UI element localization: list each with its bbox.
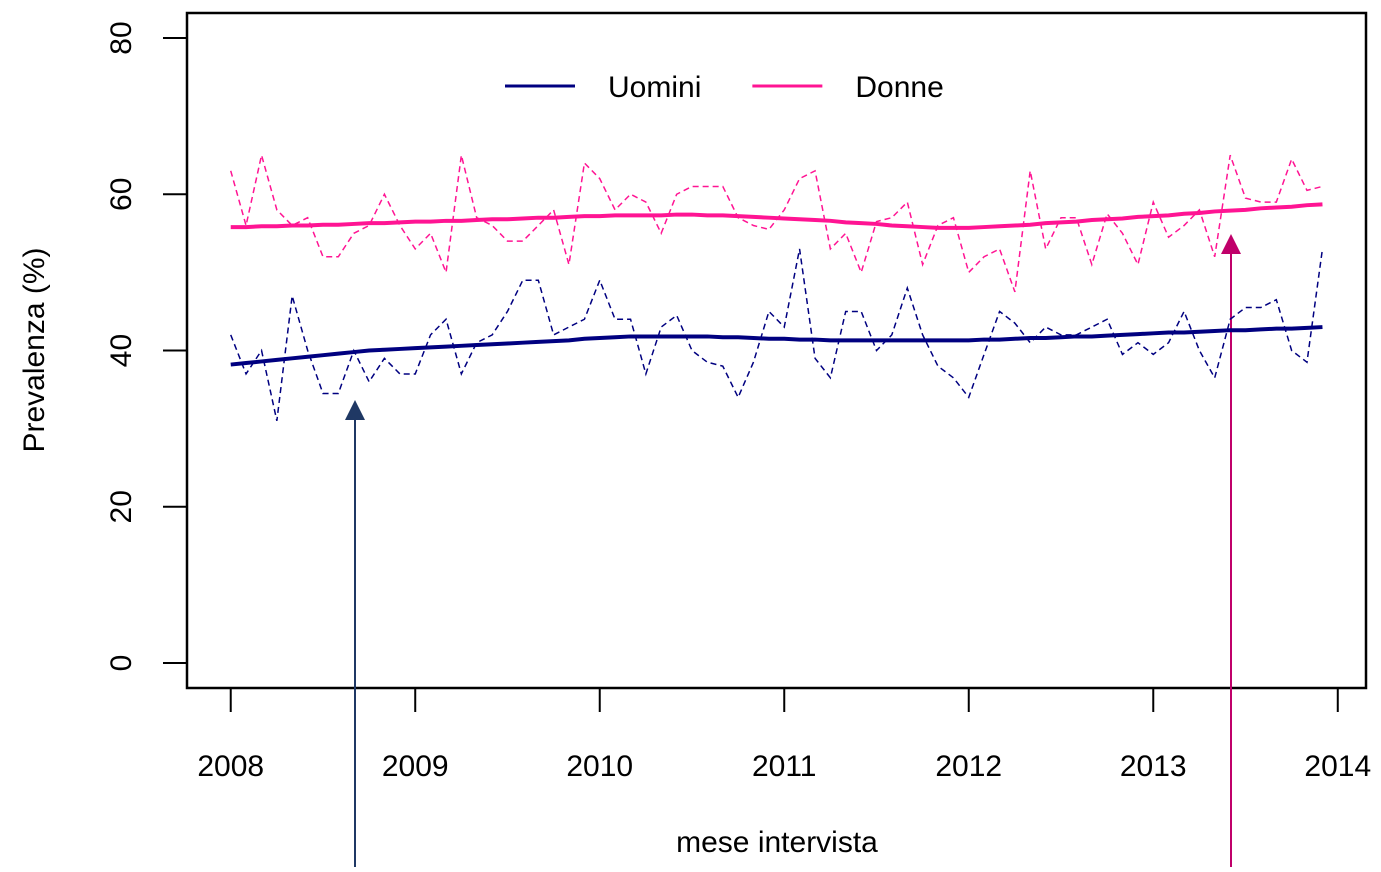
x-tick-label: 2012: [935, 750, 1002, 783]
legend-label: Donne: [855, 71, 943, 104]
x-tick-label: 2010: [566, 750, 633, 783]
x-tick-label: 2011: [752, 750, 817, 783]
x-tick-label: 2013: [1120, 750, 1187, 783]
y-tick-label: 0: [105, 655, 138, 672]
x-tick-label: 2009: [382, 750, 449, 783]
legend-label: Uomini: [608, 71, 701, 104]
x-tick-label: 2008: [197, 750, 264, 783]
y-axis-label: Prevalenza (%): [18, 247, 51, 452]
y-tick-label: 40: [105, 334, 138, 367]
x-tick-label: 2014: [1304, 750, 1371, 783]
y-tick-label: 60: [105, 178, 138, 211]
trend-line: [230, 325, 1323, 367]
y-tick-label: 80: [105, 21, 138, 54]
trend-line: [230, 202, 1323, 230]
x-axis-label: mese intervista: [676, 826, 878, 859]
y-tick-label: 20: [105, 490, 138, 523]
